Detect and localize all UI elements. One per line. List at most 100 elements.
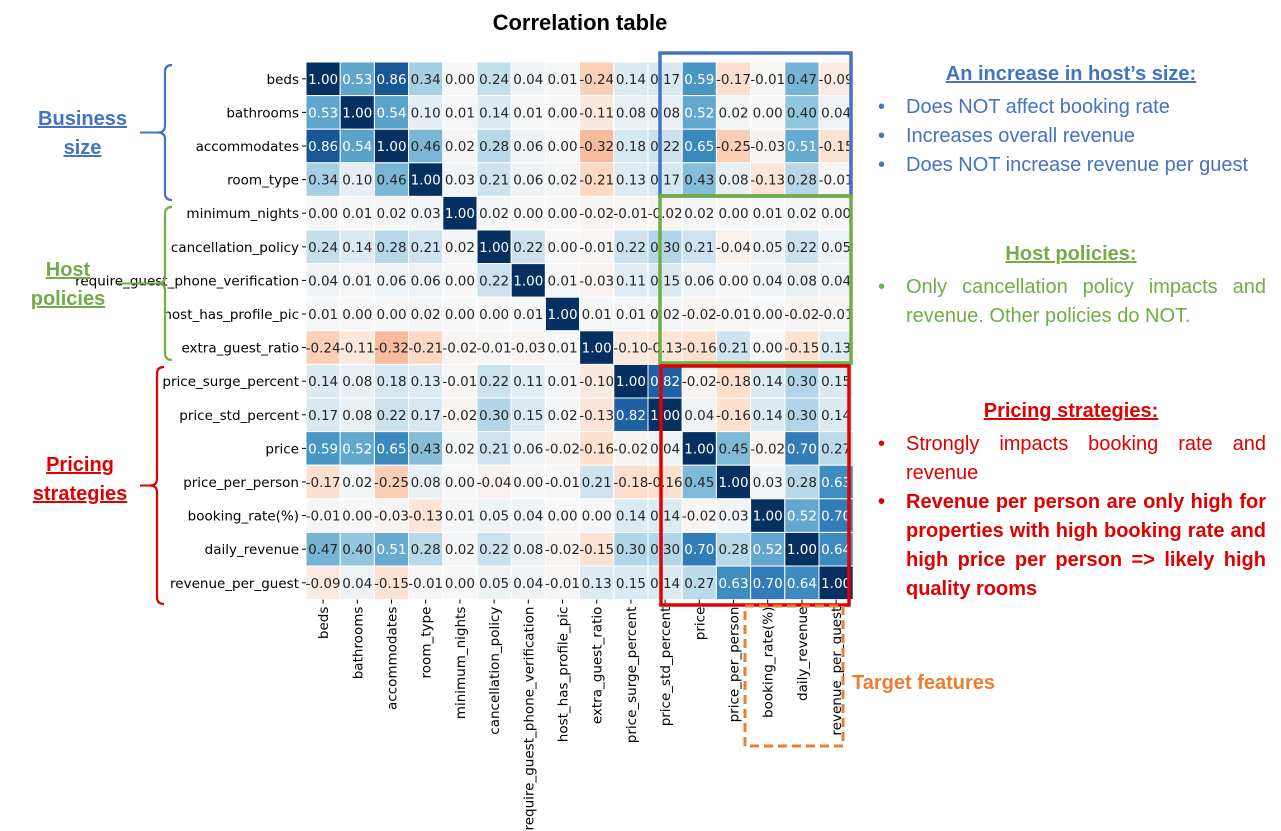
row-label: price_per_person (183, 475, 299, 491)
cell-value-label: 0.00 (718, 273, 748, 289)
heatmap-cell (476, 464, 512, 500)
heatmap-cell (647, 263, 683, 298)
heatmap-cell (784, 464, 820, 500)
cell-value-label: 0.08 (411, 475, 441, 491)
cell-value-label: 0.52 (342, 441, 372, 457)
cell-value-label: 0.04 (753, 273, 783, 289)
heatmap-cell (784, 330, 820, 365)
row-label: price_surge_percent (162, 374, 299, 390)
heatmap-cell (818, 128, 854, 164)
heatmap-cell (373, 565, 410, 601)
heatmap-cell (784, 128, 820, 164)
panel-pricing-heading: Pricing strategies: (983, 400, 1159, 422)
heatmap-cell (579, 95, 615, 130)
cell-value-label: 0.27 (821, 441, 851, 457)
heatmap-cell (681, 464, 717, 500)
heatmap-cell (715, 61, 752, 97)
cell-value-label: 0.43 (411, 441, 441, 457)
cell-value-label: -0.10 (613, 341, 648, 357)
cell-value-label: -0.15 (819, 139, 854, 155)
cell-value-label: 1.00 (753, 509, 783, 525)
heatmap-cell (647, 162, 683, 197)
heatmap-cell (681, 296, 717, 332)
cell-value-label: 0.30 (616, 542, 646, 558)
cell-value-label: 0.18 (616, 139, 646, 155)
heatmap-cell (544, 464, 581, 500)
panel-host-size-bullet: Does NOT affect booking rate (876, 93, 1266, 122)
heatmap-cell (408, 263, 444, 298)
heatmap-cell (750, 531, 786, 567)
cell-value-label: 0.06 (513, 173, 543, 189)
heatmap-cell (476, 431, 512, 466)
panel-pricing-bullet: Strongly impacts booking rate and revenu… (876, 430, 1266, 488)
cell-value-label: 0.04 (513, 72, 543, 88)
heatmap-cell (750, 464, 786, 500)
heatmap-cell (715, 397, 752, 433)
heatmap-cell (613, 431, 649, 466)
column-label: price_per_person (727, 607, 743, 723)
cell-value-label: 1.00 (376, 139, 406, 155)
cell-value-label: -0.01 (306, 509, 341, 525)
cell-value-label: 1.00 (821, 576, 851, 592)
heatmap-cell (544, 330, 581, 365)
heatmap-cell (408, 95, 444, 130)
cell-value-label: -0.02 (579, 206, 614, 222)
cell-value-label: 1.00 (582, 341, 612, 357)
heatmap-cell (647, 397, 683, 433)
cell-value-label: -0.01 (579, 240, 614, 256)
cell-value-label: 0.17 (308, 408, 338, 424)
host-policies-highlight-box (658, 194, 853, 365)
cell-value-label: -0.18 (613, 475, 648, 491)
cell-value-label: 0.21 (582, 475, 612, 491)
cell-value-label: 0.06 (684, 273, 714, 289)
cell-value-label: 0.18 (376, 374, 406, 390)
heatmap-cell (442, 162, 478, 197)
cell-value-label: 0.02 (342, 475, 372, 491)
cell-value-label: 0.08 (616, 105, 646, 121)
heatmap-cell (408, 162, 444, 197)
cell-value-label: 0.46 (411, 139, 441, 155)
heatmap-cell (373, 363, 410, 399)
heatmap-cell (579, 229, 615, 265)
heatmap-cell (647, 431, 683, 466)
cell-value-label: 0.10 (342, 173, 372, 189)
column-label: accommodates (385, 607, 401, 710)
heatmap-cell (715, 531, 752, 567)
heatmap-cell (715, 431, 752, 466)
cell-value-label: 0.14 (753, 374, 783, 390)
cell-value-label: 0.02 (445, 139, 475, 155)
heatmap-cell (544, 397, 581, 433)
heatmap-cell (408, 431, 444, 466)
heatmap-cell (579, 162, 615, 197)
heatmap-cell (681, 498, 717, 533)
heatmap-cell (510, 330, 546, 365)
column-label: cancellation_policy (487, 607, 503, 735)
heatmap-cell (544, 363, 581, 399)
cell-value-label: 0.51 (787, 139, 817, 155)
heatmap-cell (647, 498, 683, 533)
cell-value-label: 0.01 (445, 509, 475, 525)
heatmap-cell (784, 296, 820, 332)
cell-value-label: 0.14 (616, 72, 646, 88)
row-labels: beds bathrooms accommodates room_typeminimu… (75, 72, 306, 592)
heatmap-cell (750, 229, 786, 265)
heatmap-cell (681, 531, 717, 567)
cell-value-label: 0.08 (342, 374, 372, 390)
cell-value-label: -0.17 (716, 72, 751, 88)
cell-value-label: 0.15 (650, 273, 680, 289)
heatmap-cell (510, 195, 546, 231)
cell-value-label: 0.17 (411, 408, 441, 424)
cell-value-label: 0.00 (445, 307, 475, 323)
cell-value-label: 0.59 (308, 441, 338, 457)
heatmap-cell (510, 128, 546, 164)
heatmap-cell (339, 330, 375, 365)
cell-value-label: 0.01 (616, 307, 646, 323)
heatmap-cell (613, 229, 649, 265)
cell-value-label: 0.15 (513, 408, 543, 424)
cell-value-label: -0.25 (374, 475, 409, 491)
heatmap-cell (408, 531, 444, 567)
heatmap-cell (442, 61, 478, 97)
heatmap-cell (613, 128, 649, 164)
cell-value-label: -0.02 (442, 341, 477, 357)
heatmap-cell (579, 263, 615, 298)
